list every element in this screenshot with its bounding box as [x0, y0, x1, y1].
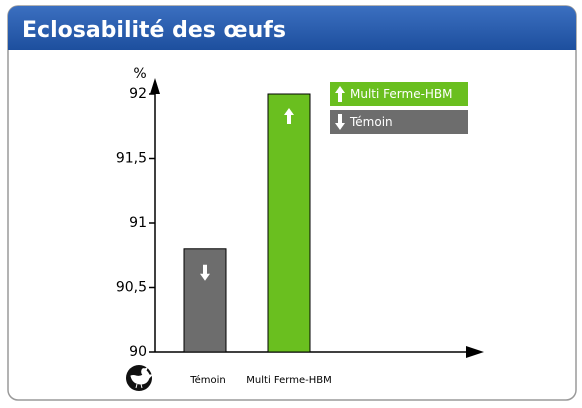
x-tick-label: Multi Ferme-HBM: [246, 375, 331, 386]
bar: [267, 93, 311, 353]
legend-swatch: [330, 110, 468, 134]
x-axis-arrow: [466, 346, 484, 358]
bar-icon: [200, 264, 210, 281]
chicken-icon: [126, 365, 154, 391]
legend: Multi Ferme-HBM Témoin: [330, 82, 468, 134]
y-tick-label: 90,5: [116, 280, 147, 296]
chart-title: Eclosabilité des œufs: [22, 18, 286, 43]
y-tick-label: 91: [129, 215, 147, 231]
legend-swatch: [330, 82, 468, 106]
header: [8, 6, 576, 50]
bar-icon: [284, 108, 294, 124]
legend-icon: [335, 86, 345, 102]
legend-label: Témoin: [349, 115, 393, 129]
y-tick-label: 91,5: [116, 151, 147, 167]
x-tick-label: Témoin: [189, 374, 226, 386]
legend-label: Multi Ferme-HBM: [350, 87, 453, 101]
y-tick-label: 92: [129, 86, 147, 102]
legend-icon: [335, 114, 345, 130]
y-axis-label: %: [133, 66, 146, 82]
y-tick-label: 90: [129, 344, 147, 360]
bar: [183, 248, 227, 353]
y-axis-arrow: [150, 78, 160, 94]
